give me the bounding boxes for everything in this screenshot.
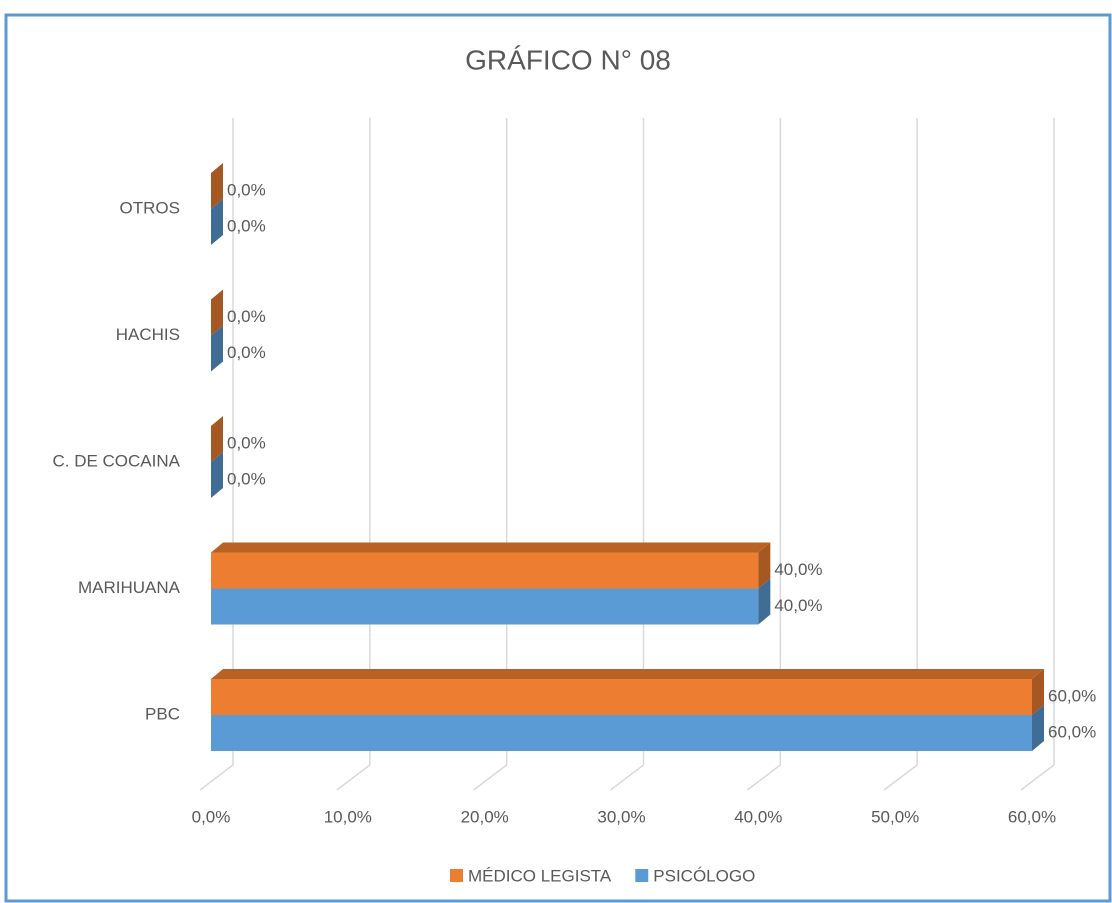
grid-line — [1020, 118, 1055, 791]
value-label: 0,0% — [227, 307, 266, 326]
bar — [211, 552, 759, 589]
bar-side-face — [758, 542, 771, 589]
bar-side-face — [1032, 705, 1044, 751]
bar-side-face — [211, 199, 223, 245]
value-label: 0,0% — [227, 433, 266, 452]
bar-side-face — [211, 452, 223, 498]
legend-label: MÉDICO LEGISTA — [468, 866, 612, 885]
bar-side-face — [211, 163, 223, 209]
value-label: 40,0% — [774, 596, 822, 615]
value-label: 0,0% — [227, 180, 266, 199]
bar — [211, 715, 1032, 751]
value-label: 40,0% — [774, 560, 822, 579]
x-tick-label: 20,0% — [461, 807, 509, 826]
x-tick-label: 30,0% — [597, 807, 645, 826]
value-label: 0,0% — [227, 343, 266, 362]
value-label: 0,0% — [227, 469, 266, 488]
legend-label: PSICÓLOGO — [653, 866, 755, 885]
grid-line — [473, 118, 508, 791]
value-label: 60,0% — [1048, 722, 1096, 741]
grid-line — [610, 118, 645, 791]
bar-top-face — [211, 542, 771, 553]
bar — [211, 588, 759, 625]
y-tick-label: HACHIS — [116, 325, 180, 344]
bar-side-face — [1032, 669, 1044, 715]
x-tick-label: 40,0% — [734, 807, 782, 826]
y-tick-label: C. DE COCAINA — [52, 451, 180, 470]
bar-top-face — [211, 669, 1044, 679]
x-tick-label: 60,0% — [1008, 807, 1056, 826]
chart-title: GRÁFICO N° 08 — [465, 44, 671, 75]
bar-side-face — [211, 289, 223, 336]
grid-line — [883, 118, 918, 791]
chart-frame — [4, 13, 1112, 903]
grid-line — [199, 118, 234, 791]
x-tick-label: 10,0% — [324, 807, 372, 826]
y-tick-label: PBC — [145, 704, 180, 723]
x-tick-label: 0,0% — [192, 807, 231, 826]
value-label: 0,0% — [227, 216, 266, 235]
bar-side-face — [211, 416, 223, 462]
x-tick-label: 50,0% — [871, 807, 919, 826]
value-label: 60,0% — [1048, 686, 1096, 705]
grid-line — [746, 118, 782, 791]
legend-swatch — [635, 869, 649, 882]
bar — [211, 679, 1032, 715]
legend-swatch — [450, 869, 463, 882]
grid-line — [336, 118, 371, 791]
y-tick-label: OTROS — [120, 198, 180, 217]
bar-side-face — [211, 325, 223, 372]
y-tick-label: MARIHUANA — [78, 578, 181, 597]
bar-side-face — [758, 578, 771, 625]
